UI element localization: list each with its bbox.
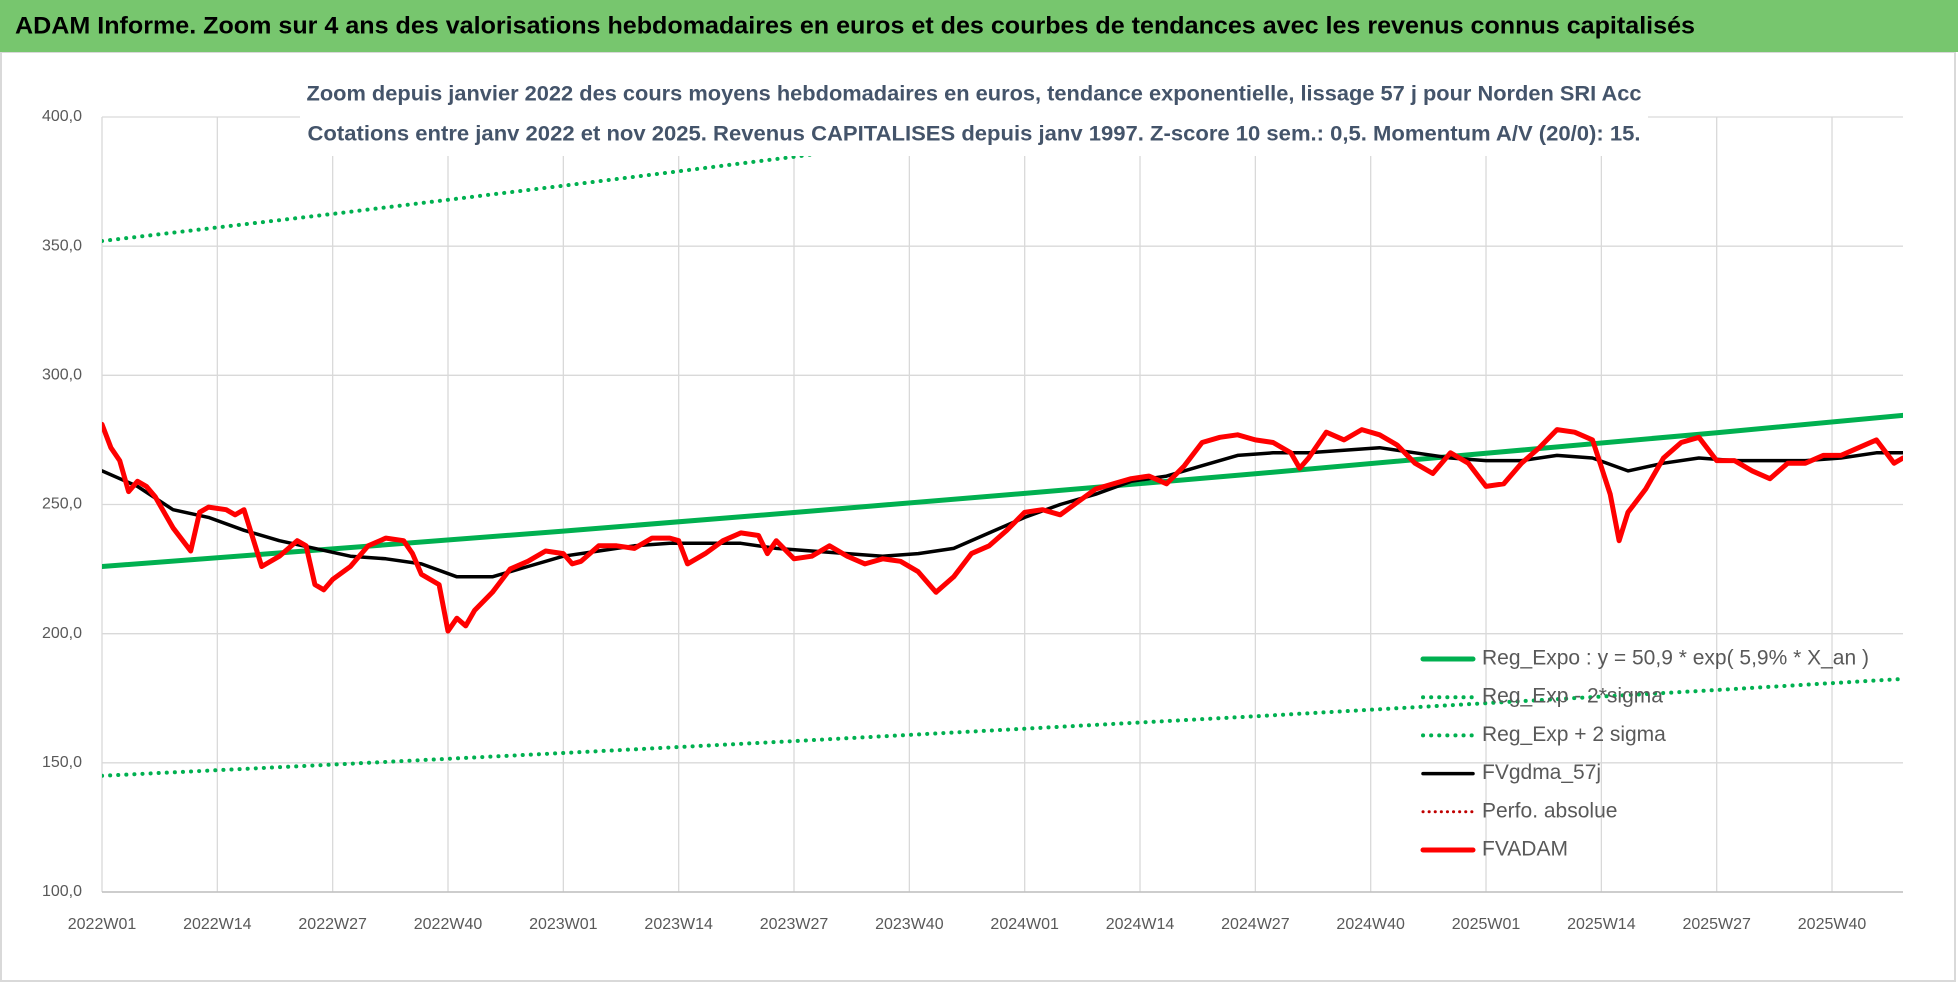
x-tick-label: 2025W40: [1798, 916, 1867, 933]
x-tick-label: 2025W14: [1567, 916, 1636, 933]
legend-label: Reg_Exp + 2 sigma: [1482, 723, 1666, 746]
legend-label: Reg_Expo : y = 50,9 * exp( 5,9% * X_an ): [1482, 647, 1869, 670]
x-tick-label: 2025W01: [1452, 916, 1521, 933]
subtitle-box: [300, 74, 1648, 156]
x-tick-label: 2022W01: [68, 916, 137, 933]
x-tick-label: 2022W14: [183, 916, 252, 933]
x-tick-label: 2024W40: [1336, 916, 1405, 933]
x-tick-label: 2025W27: [1682, 916, 1751, 933]
series-line: [102, 412, 1903, 569]
x-tick-label: 2024W14: [1106, 916, 1175, 933]
y-tick-label: 350,0: [42, 237, 82, 254]
x-tick-label: 2024W27: [1221, 916, 1290, 933]
y-tick-label: 250,0: [42, 496, 82, 513]
chart-title: ADAM Informe. Zoom sur 4 ans des valoris…: [15, 12, 1695, 39]
legend-label: FVgdma_57j: [1482, 761, 1601, 784]
y-tick-label: 300,0: [42, 367, 82, 384]
y-tick-label: 400,0: [42, 108, 82, 125]
chart-subtitle: Cotations entre janv 2022 et nov 2025. R…: [308, 123, 1641, 146]
series-line: [102, 421, 1903, 634]
legend-label: FVADAM: [1482, 838, 1568, 861]
legend: Reg_Expo : y = 50,9 * exp( 5,9% * X_an )…: [1420, 647, 1869, 861]
series-line: [102, 445, 1903, 579]
x-tick-label: 2022W40: [414, 916, 483, 933]
legend-label: Reg_Exp - 2*sigma: [1482, 685, 1663, 708]
x-tick-label: 2023W14: [644, 916, 713, 933]
y-tick-label: 100,0: [42, 883, 82, 900]
x-tick-label: 2022W27: [298, 916, 367, 933]
axis-labels: 100,0 150,0 200,0 250,0 300,0 350,0 400,0 2022W…: [42, 108, 1866, 933]
plot-lines: [102, 117, 1903, 778]
series-line: [102, 676, 1903, 778]
x-tick-label: 2023W40: [875, 916, 944, 933]
y-tick-label: 150,0: [42, 754, 82, 771]
title-banner: [0, 0, 1958, 52]
chart-subtitle: Zoom depuis janvier 2022 des cours moyen…: [307, 83, 1642, 106]
x-tick-label: 2024W01: [990, 916, 1059, 933]
x-tick-label: 2023W27: [760, 916, 829, 933]
y-tick-label: 200,0: [42, 625, 82, 642]
legend-label: Perfo. absolue: [1482, 799, 1617, 822]
x-tick-label: 2023W01: [529, 916, 598, 933]
